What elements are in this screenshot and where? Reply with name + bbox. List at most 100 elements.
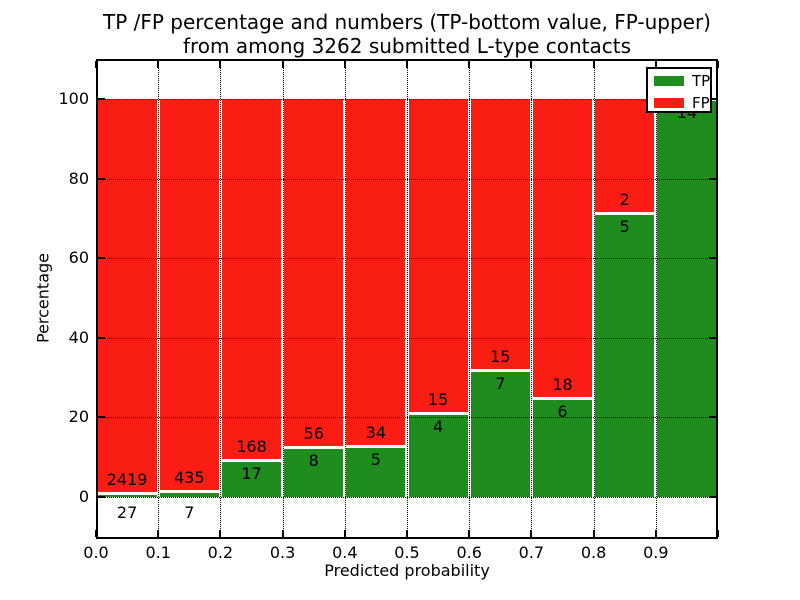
tp-count-label-8: 5 xyxy=(619,216,630,236)
x-tick-top-0 xyxy=(95,61,97,68)
x-gridline-1 xyxy=(158,59,160,539)
y-tick-left-80 xyxy=(98,177,105,180)
fp-color-swatch xyxy=(654,98,684,108)
bar-segment-fp-6 xyxy=(470,99,530,371)
bar-segment-fp-7 xyxy=(532,99,593,398)
bar-segment-tp-3 xyxy=(284,447,344,497)
fp-count-label-5: 15 xyxy=(427,390,449,410)
x-tick-bottom-0 xyxy=(95,530,97,537)
x-tick-bottom-10 xyxy=(717,530,719,537)
y-tick-label-60: 60 xyxy=(68,248,89,268)
x-tick-top-5 xyxy=(406,61,408,68)
x-gridline-8 xyxy=(593,59,595,539)
x-tick-label-0.4: 0.4 xyxy=(332,543,358,562)
x-tick-bottom-2 xyxy=(219,530,222,537)
bar-segment-tp-0 xyxy=(97,492,157,497)
x-axis-label: Predicted probability xyxy=(324,561,490,580)
x-tick-bottom-4 xyxy=(343,530,346,537)
tp-color-swatch xyxy=(654,76,684,86)
x-gridline-6 xyxy=(469,59,471,539)
fp-count-label-2: 168 xyxy=(236,437,267,457)
y-tick-label-40: 40 xyxy=(68,327,89,347)
tp-count-label-4: 5 xyxy=(370,449,381,469)
x-tick-top-9 xyxy=(654,61,657,68)
y-tick-left-20 xyxy=(98,416,105,419)
y-tick-label-100: 100 xyxy=(58,89,89,108)
axes-spines xyxy=(96,59,718,539)
plot-area: 2419274357168175683451541571862514 xyxy=(95,59,719,539)
x-tick-label-0.8: 0.8 xyxy=(580,543,607,562)
y-tick-right-100 xyxy=(709,98,716,100)
bar-segment-fp-3 xyxy=(284,99,344,448)
x-tick-label-0.0: 0.0 xyxy=(83,543,109,562)
x-tick-top-6 xyxy=(468,61,471,68)
x-tick-top-4 xyxy=(343,61,346,68)
tp-count-label-7: 6 xyxy=(557,401,568,421)
x-tick-label-0.6: 0.6 xyxy=(456,543,482,562)
x-gridline-9 xyxy=(655,59,657,539)
tp-count-label-5: 4 xyxy=(433,417,444,437)
chart-title-line1: TP /FP percentage and numbers (TP-bottom… xyxy=(103,10,711,34)
fp-count-label-4: 34 xyxy=(365,422,387,442)
y-tick-right-0 xyxy=(709,496,716,498)
tp-count-label-0: 27 xyxy=(116,503,138,522)
x-tick-label-0.9: 0.9 xyxy=(643,543,669,562)
tp-count-label-1: 7 xyxy=(184,503,195,522)
legend: TP FP xyxy=(646,67,712,113)
x-gridline-7 xyxy=(531,59,533,539)
y-tick-right-60 xyxy=(709,257,716,260)
bar-segment-fp-5 xyxy=(408,99,468,414)
y-tick-label-20: 20 xyxy=(68,407,89,427)
x-tick-top-1 xyxy=(157,61,160,68)
bar-segment-tp-9 xyxy=(657,99,717,497)
x-tick-bottom-9 xyxy=(654,530,657,537)
y-tick-left-60 xyxy=(98,257,105,260)
bar-segment-fp-4 xyxy=(346,99,406,446)
bar-segment-tp-4 xyxy=(346,445,406,497)
x-tick-bottom-5 xyxy=(406,530,408,537)
x-tick-bottom-3 xyxy=(281,530,284,537)
x-tick-top-10 xyxy=(717,61,719,68)
fp-count-label-8: 2 xyxy=(619,189,630,209)
y-tick-left-0 xyxy=(98,496,105,498)
bar-segment-fp-8 xyxy=(595,99,655,213)
y-tick-label-80: 80 xyxy=(68,168,89,188)
bar-segment-fp-0 xyxy=(97,99,157,493)
bar-segment-tp-1 xyxy=(159,490,219,497)
x-tick-top-3 xyxy=(281,61,284,68)
x-tick-top-8 xyxy=(592,61,595,68)
legend-item-tp: TP xyxy=(648,71,710,91)
x-gridline-4 xyxy=(344,59,346,539)
bar-segment-tp-7 xyxy=(532,397,593,497)
bar-segment-tp-6 xyxy=(470,370,530,497)
legend-label-fp: FP xyxy=(692,94,710,112)
y-tick-left-40 xyxy=(98,336,105,339)
x-tick-label-0.1: 0.1 xyxy=(145,543,171,562)
y-tick-label-0: 0 xyxy=(78,487,89,506)
fp-count-label-0: 2419 xyxy=(106,469,148,489)
chart-title-line2: from among 3262 submitted L-type contact… xyxy=(182,34,632,58)
y-tick-right-80 xyxy=(709,177,716,180)
fp-count-label-7: 18 xyxy=(552,374,573,394)
x-gridline-3 xyxy=(282,59,284,539)
x-tick-label-0.7: 0.7 xyxy=(518,543,545,562)
x-tick-label-0.5: 0.5 xyxy=(394,543,420,562)
tp-count-label-6: 7 xyxy=(495,374,506,394)
legend-label-tp: TP xyxy=(692,72,711,90)
bar-segment-tp-2 xyxy=(221,460,282,497)
bar-segment-tp-8 xyxy=(595,212,655,497)
fp-count-label-6: 15 xyxy=(490,347,511,367)
bar-segment-fp-2 xyxy=(221,99,282,461)
x-tick-bottom-1 xyxy=(157,530,160,537)
x-tick-top-7 xyxy=(530,61,533,68)
x-tick-label-0.2: 0.2 xyxy=(207,543,234,562)
fp-count-label-3: 56 xyxy=(303,424,324,444)
x-tick-label-0.3: 0.3 xyxy=(269,543,296,562)
y-tick-right-40 xyxy=(709,336,716,339)
fp-count-label-1: 435 xyxy=(174,467,205,487)
x-tick-bottom-6 xyxy=(468,530,471,537)
y-axis-label: Percentage xyxy=(33,252,53,344)
tp-count-label-3: 8 xyxy=(308,451,319,471)
tp-count-label-2: 17 xyxy=(241,464,262,484)
